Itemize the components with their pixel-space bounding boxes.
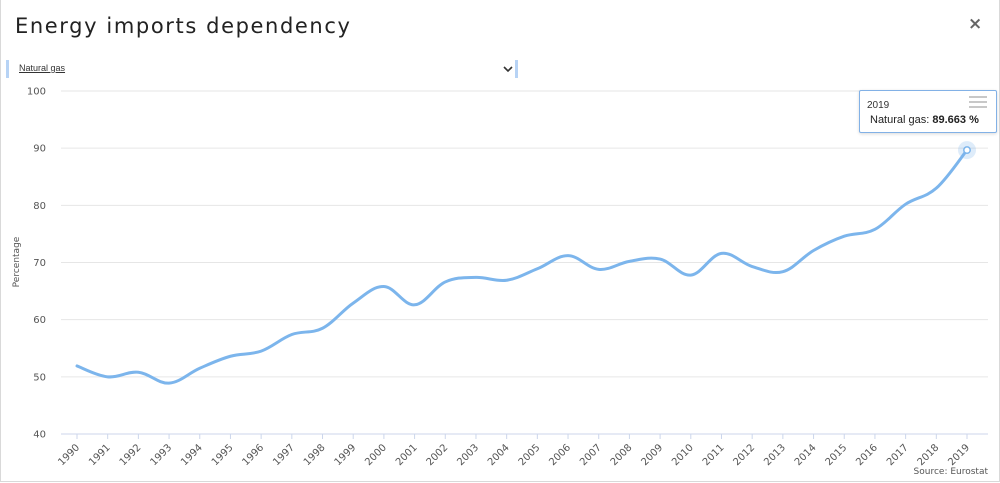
y-tick-label: 70 bbox=[33, 258, 46, 269]
x-tick-label: 2015 bbox=[824, 442, 850, 468]
y-tick-label: 40 bbox=[33, 430, 46, 441]
tooltip-value: 89.663 % bbox=[932, 114, 979, 126]
x-tick-label: 1996 bbox=[240, 442, 266, 468]
series-dropdown[interactable]: Natural gas bbox=[6, 60, 518, 78]
series-natural-gas bbox=[75, 141, 976, 385]
y-tick-label: 90 bbox=[33, 144, 46, 155]
x-tick-label: 2011 bbox=[701, 442, 727, 468]
x-tick-label: 2009 bbox=[639, 442, 665, 468]
series-line-natural-gas bbox=[75, 148, 969, 385]
y-axis: 40 50 60 70 80 90 100 bbox=[27, 87, 46, 441]
x-tick-label: 2012 bbox=[732, 442, 758, 468]
chart-title: Energy imports dependency bbox=[15, 14, 352, 38]
y-tick-label: 80 bbox=[33, 201, 46, 212]
context-menu-icon[interactable] bbox=[969, 96, 987, 110]
y-tick-label: 50 bbox=[33, 372, 46, 383]
x-tick-label: 2007 bbox=[578, 442, 604, 468]
x-tick-label: 1999 bbox=[333, 442, 359, 468]
x-axis: 1990 1991 1992 1993 1994 1995 1996 1997 1998 1999… bbox=[56, 433, 988, 468]
x-tick-label: 2002 bbox=[425, 442, 451, 468]
x-tick-label: 1993 bbox=[148, 442, 174, 468]
x-tick-label: 1992 bbox=[118, 442, 144, 468]
x-tick-label: 2003 bbox=[455, 442, 481, 468]
chevron-down-icon[interactable] bbox=[501, 60, 515, 78]
grid-lines bbox=[61, 90, 988, 435]
x-tick-label: 2018 bbox=[916, 442, 942, 468]
x-tick-label: 2006 bbox=[547, 442, 573, 468]
x-tick-label: 2001 bbox=[394, 442, 420, 468]
x-tick-label: 1994 bbox=[179, 442, 205, 468]
x-tick-label: 2013 bbox=[762, 442, 788, 468]
x-tick-label: 1997 bbox=[271, 442, 297, 468]
y-axis-title: Percentage bbox=[12, 236, 22, 287]
x-tick-label: 2008 bbox=[609, 442, 635, 468]
tooltip-value-line: Natural gas: 89.663 % bbox=[870, 114, 979, 126]
close-icon[interactable]: × bbox=[968, 14, 983, 34]
x-tick-label: 2010 bbox=[670, 442, 696, 468]
x-tick-label: 2004 bbox=[486, 442, 512, 468]
hover-marker[interactable] bbox=[963, 146, 971, 155]
y-tick-label: 60 bbox=[33, 315, 46, 326]
x-tick-label: 2014 bbox=[793, 442, 819, 468]
x-tick-label: 2017 bbox=[885, 442, 911, 468]
x-tick-label: 1991 bbox=[87, 442, 113, 468]
x-tick-label: 2019 bbox=[946, 442, 972, 468]
x-tick-label: 1995 bbox=[210, 442, 236, 468]
dropdown-selected-value: Natural gas bbox=[19, 63, 66, 73]
x-tick-label: 2000 bbox=[363, 442, 389, 468]
tooltip-series-label: Natural gas: bbox=[870, 114, 930, 126]
y-tick-label: 100 bbox=[27, 87, 46, 98]
x-tick-label: 2005 bbox=[517, 442, 543, 468]
x-tick-label: 1998 bbox=[302, 442, 328, 468]
x-tick-label: 1990 bbox=[56, 442, 82, 468]
x-tick-label: 2016 bbox=[854, 442, 880, 468]
tooltip-year: 2019 bbox=[867, 100, 890, 111]
source-credit: Source: Eurostat bbox=[913, 467, 988, 477]
